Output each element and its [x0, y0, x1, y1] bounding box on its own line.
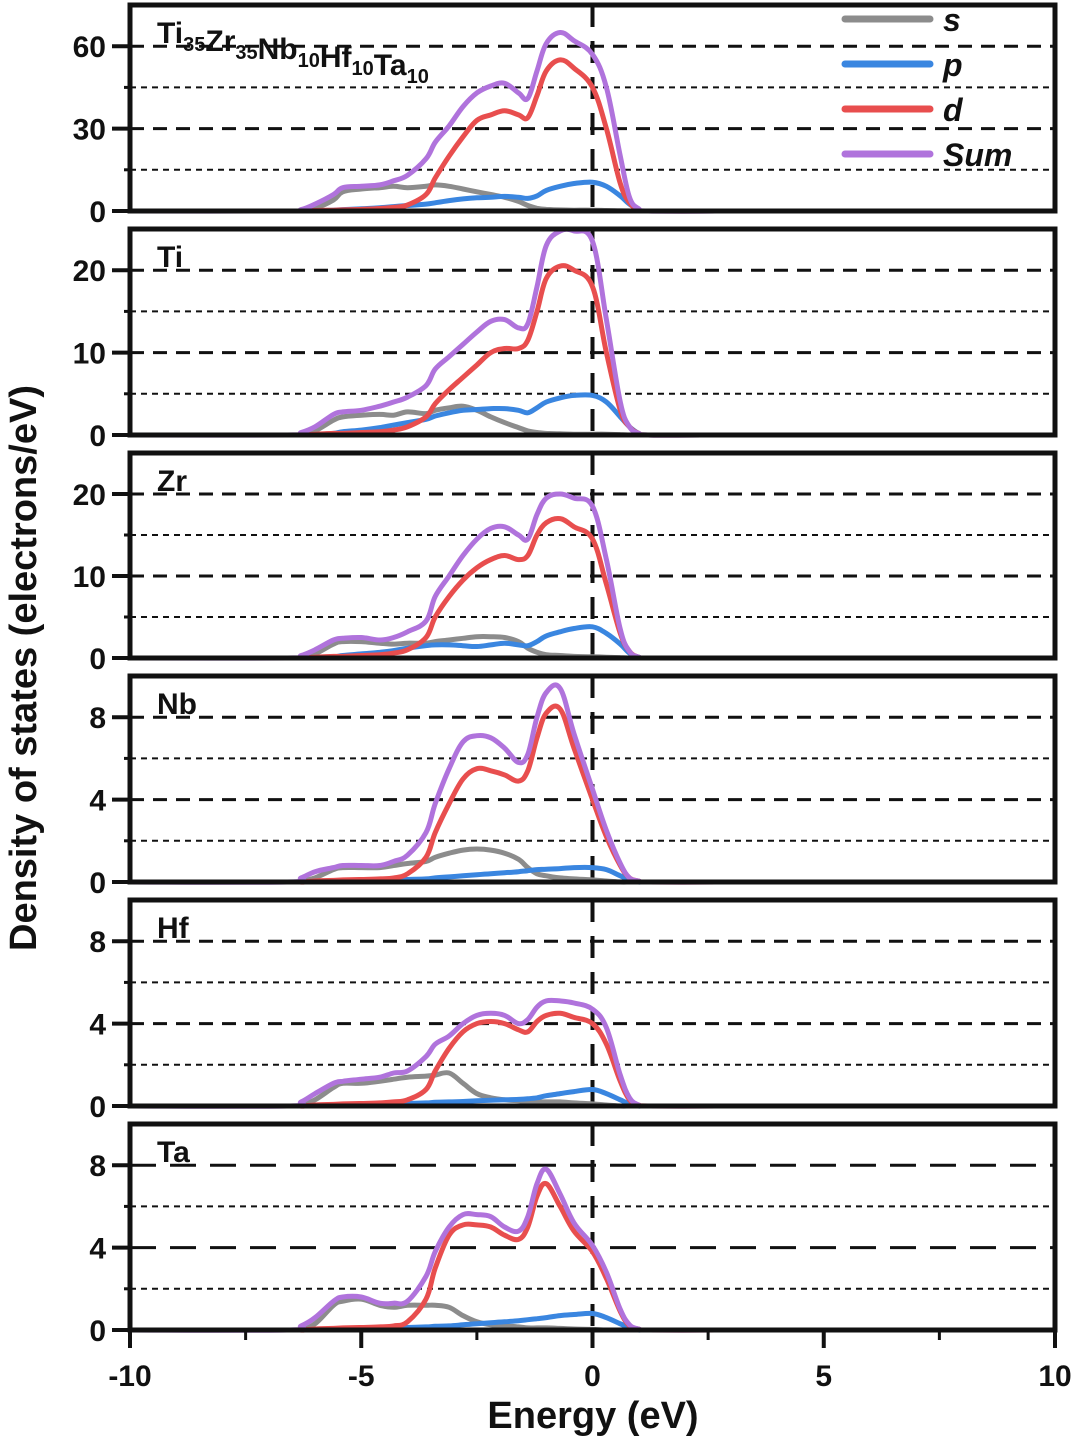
- panel-label-element: Ta: [374, 49, 407, 82]
- panel-label-element: Ti: [157, 17, 183, 50]
- panel-label-element: Ti: [157, 241, 183, 274]
- y-tick-label: 0: [89, 196, 106, 229]
- panel-5: 0 4 8 Ta -10 -5 0 5 10: [89, 1121, 1072, 1393]
- y-tick-label: 4: [89, 785, 106, 818]
- y-axis-title: Density of states (electrons/eV): [3, 385, 45, 951]
- panel-label-subscript: 10: [298, 50, 320, 72]
- y-tick-label: 10: [73, 338, 106, 371]
- panel-label-element: Zr: [205, 25, 235, 58]
- panel-label-subscript: 35: [235, 42, 257, 64]
- series-sum-line: [127, 997, 720, 1109]
- panel-frame: [127, 450, 1058, 661]
- legend-label-s: s: [943, 2, 961, 38]
- y-tick-label: 20: [73, 479, 106, 512]
- series-d-line: [127, 703, 720, 885]
- series-sum-line: [127, 682, 720, 885]
- panel-label-subscript: 10: [407, 66, 429, 88]
- panel-2: 0 10 20 Zr: [73, 450, 1058, 676]
- panel-frame: [127, 897, 1058, 1109]
- y-tick-label: 8: [89, 926, 106, 959]
- y-tick-label: 4: [89, 1009, 106, 1042]
- y-tick-label: 30: [73, 114, 106, 147]
- series-d-line: [127, 515, 720, 661]
- panel-label-element: Hf: [157, 912, 190, 945]
- y-tick-label: 0: [89, 1315, 106, 1348]
- panel-label-subscript: 35: [183, 34, 205, 56]
- panel-label: Ti35Zr35Nb10Hf10Ta10: [157, 17, 429, 88]
- series-sum-line: [127, 29, 720, 214]
- x-tick-label: 0: [584, 1360, 601, 1393]
- x-tick-label: -10: [108, 1360, 151, 1393]
- y-tick-label: 8: [89, 702, 106, 735]
- panel-label: Hf: [157, 912, 190, 945]
- panel-label-element: Ta: [157, 1136, 190, 1169]
- series-sum-line: [127, 491, 720, 661]
- series-d-line: [127, 1180, 720, 1333]
- legend-label-p: p: [942, 47, 963, 83]
- series-d-line: [127, 263, 720, 438]
- legend: spd Sum: [841, 2, 1012, 173]
- y-tick-label: 8: [89, 1150, 106, 1183]
- panel-frame: [127, 2, 1058, 214]
- y-tick-label: 0: [89, 867, 106, 900]
- panel-label: Zr: [157, 465, 187, 498]
- y-tick-label: 0: [89, 643, 106, 676]
- panel-frame: [127, 673, 1058, 885]
- panel-label-element: Nb: [157, 688, 197, 721]
- panel-label-element: Zr: [157, 465, 187, 498]
- panel-3: 0 4 8 Nb: [89, 673, 1058, 900]
- y-tick-label: 20: [73, 255, 106, 288]
- y-tick-label: 4: [89, 1233, 106, 1266]
- panel-label-subscript: 10: [352, 58, 374, 80]
- panel-label-element: Nb: [258, 33, 298, 66]
- series-sum-line: [127, 1166, 720, 1333]
- x-tick-label: -5: [348, 1360, 375, 1393]
- panel-frame: [127, 226, 1058, 438]
- panel-frame: [127, 1121, 1058, 1333]
- y-tick-label: 0: [89, 1091, 106, 1124]
- panel-label-element: Hf: [320, 41, 353, 74]
- y-tick-label: 10: [73, 561, 106, 594]
- panel-1: 0 10 20 Ti: [73, 226, 1058, 453]
- y-tick-label: 0: [89, 420, 106, 453]
- panel-4: 0 4 8 Hf: [89, 897, 1058, 1124]
- x-tick-label: 5: [815, 1360, 832, 1393]
- series-sum-line: [127, 226, 720, 438]
- y-tick-label: 60: [73, 31, 106, 64]
- legend-label-sum: Sum: [943, 137, 1012, 173]
- panel-label: Ta: [157, 1136, 190, 1169]
- x-axis-title: Energy (eV): [487, 1395, 698, 1437]
- legend-label-d: d: [943, 92, 964, 128]
- panel-label: Ti: [157, 241, 183, 274]
- x-tick-label: 10: [1038, 1360, 1071, 1393]
- panel-label: Nb: [157, 688, 197, 721]
